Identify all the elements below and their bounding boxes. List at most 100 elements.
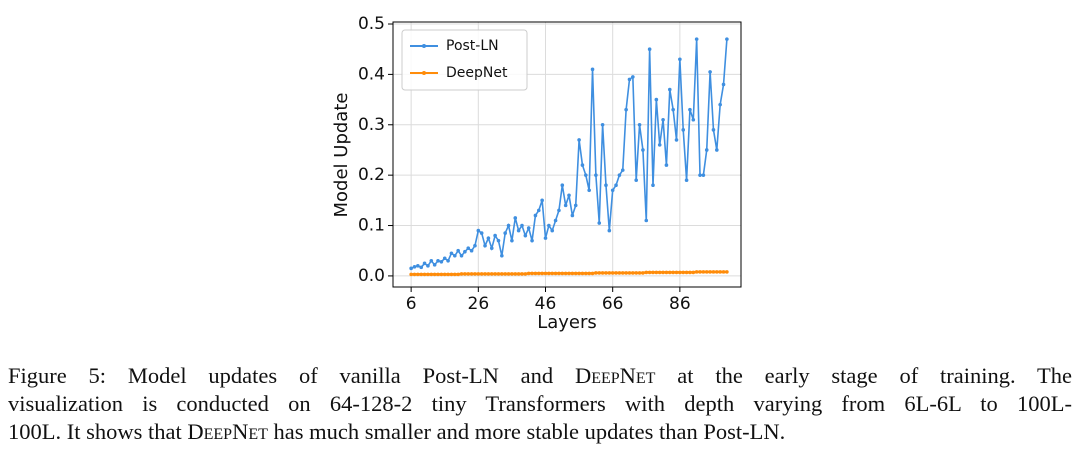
data-point — [560, 271, 565, 276]
data-point — [701, 270, 706, 274]
data-point — [479, 231, 484, 235]
data-point — [567, 193, 571, 198]
data-point — [684, 178, 689, 182]
data-point — [479, 272, 484, 276]
data-point — [520, 223, 524, 228]
data-point — [681, 128, 686, 132]
data-point — [711, 270, 716, 274]
data-point — [409, 272, 413, 277]
data-point — [624, 271, 628, 275]
data-point — [473, 243, 477, 248]
data-point — [715, 148, 719, 152]
data-point — [526, 271, 531, 276]
data-point — [577, 271, 581, 276]
data-point — [536, 271, 541, 276]
data-point — [698, 270, 702, 274]
data-point — [657, 270, 662, 275]
data-point — [442, 256, 447, 261]
data-point — [594, 271, 598, 275]
data-point — [466, 272, 471, 276]
data-point — [610, 188, 615, 193]
data-point — [644, 218, 649, 223]
data-point — [584, 173, 588, 177]
data-point — [436, 272, 440, 277]
data-point — [533, 213, 538, 218]
data-point — [627, 271, 632, 275]
x-tick-label: 66 — [602, 294, 624, 314]
data-point — [449, 251, 454, 256]
data-point — [466, 246, 471, 251]
data-point — [570, 213, 575, 218]
data-point — [671, 107, 675, 112]
data-point — [526, 226, 531, 230]
data-point — [597, 221, 602, 225]
x-axis-label: Layers — [537, 312, 597, 333]
data-point — [412, 265, 417, 269]
data-point — [469, 248, 474, 253]
y-tick-label: 0.2 — [358, 165, 385, 185]
data-point — [698, 173, 702, 177]
data-point — [667, 87, 672, 92]
data-point — [446, 259, 450, 263]
data-point — [701, 173, 706, 177]
data-point — [614, 183, 618, 188]
data-point — [453, 272, 457, 277]
data-point — [637, 122, 642, 127]
data-point — [651, 270, 655, 275]
data-point — [510, 272, 514, 276]
data-point — [426, 272, 430, 277]
data-point — [570, 271, 575, 276]
data-point — [456, 248, 460, 253]
data-point — [483, 243, 487, 248]
data-point — [500, 253, 504, 258]
data-point — [721, 82, 726, 87]
data-point — [694, 270, 699, 274]
data-point — [711, 128, 716, 132]
data-point — [442, 272, 447, 277]
data-point — [516, 272, 521, 276]
data-point — [661, 117, 665, 122]
data-point — [604, 271, 608, 275]
data-point — [510, 238, 514, 243]
data-point — [459, 272, 464, 276]
data-point — [715, 270, 719, 274]
data-point — [547, 271, 551, 276]
data-point — [489, 272, 494, 276]
data-point — [631, 75, 635, 79]
data-point — [436, 259, 440, 263]
data-point — [432, 263, 437, 267]
data-point — [651, 183, 655, 188]
data-point — [637, 271, 642, 275]
data-point — [496, 272, 501, 276]
data-point — [721, 270, 726, 274]
x-tick-label: 26 — [468, 294, 490, 314]
data-point — [563, 203, 568, 208]
data-point — [607, 228, 612, 233]
data-point — [607, 271, 612, 275]
data-point — [463, 249, 467, 254]
y-tick-label: 0.1 — [358, 216, 385, 236]
data-point — [486, 236, 491, 240]
data-point — [503, 231, 507, 235]
y-tick-label: 0.3 — [358, 115, 385, 135]
data-point — [708, 270, 712, 274]
data-point — [426, 264, 430, 268]
data-point — [530, 271, 534, 276]
data-point — [463, 272, 467, 276]
data-point — [688, 270, 692, 275]
data-point — [516, 228, 521, 233]
data-point — [674, 270, 679, 275]
data-point — [718, 270, 722, 274]
data-point — [584, 271, 588, 276]
data-point — [550, 271, 555, 276]
data-point — [688, 107, 692, 112]
y-tick-label: 0.5 — [358, 14, 385, 34]
data-point — [412, 272, 417, 277]
caption-text: has much smaller and more stable updates… — [267, 419, 786, 444]
data-point — [547, 223, 551, 228]
data-point — [704, 270, 709, 274]
data-point — [543, 271, 548, 276]
data-point — [557, 271, 561, 276]
data-point — [647, 47, 652, 52]
data-point — [577, 138, 581, 142]
